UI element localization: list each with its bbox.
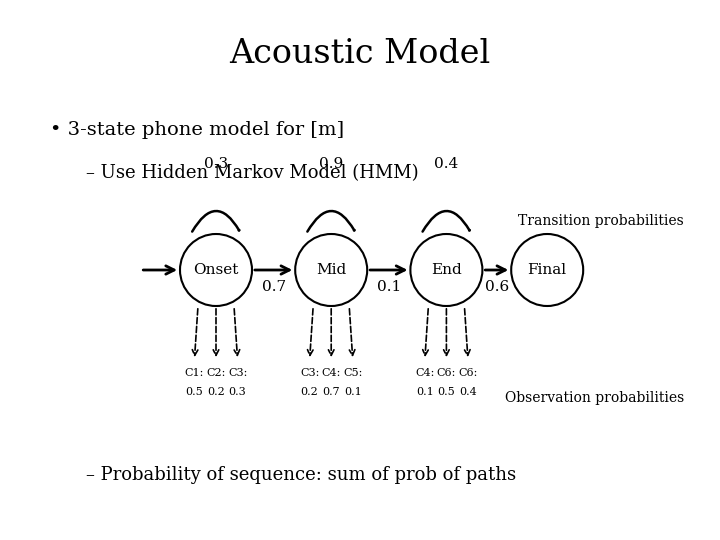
Text: C3:: C3: bbox=[228, 368, 247, 378]
Text: 0.2: 0.2 bbox=[207, 387, 225, 397]
Ellipse shape bbox=[295, 234, 367, 306]
Text: Transition probabilities: Transition probabilities bbox=[518, 213, 684, 227]
Text: – Probability of sequence: sum of prob of paths: – Probability of sequence: sum of prob o… bbox=[86, 466, 516, 484]
Text: C3:: C3: bbox=[300, 368, 319, 378]
Text: 0.2: 0.2 bbox=[301, 387, 318, 397]
Text: 0.7: 0.7 bbox=[323, 387, 340, 397]
Text: C4:: C4: bbox=[322, 368, 341, 378]
Text: 0.1: 0.1 bbox=[377, 280, 401, 294]
Text: 0.4: 0.4 bbox=[434, 157, 459, 171]
FancyArrowPatch shape bbox=[307, 211, 354, 232]
FancyArrowPatch shape bbox=[423, 211, 469, 232]
Text: – Use Hidden Markov Model (HMM): – Use Hidden Markov Model (HMM) bbox=[86, 164, 419, 182]
Text: 0.3: 0.3 bbox=[204, 157, 228, 171]
Text: C6:: C6: bbox=[437, 368, 456, 378]
Text: • 3-state phone model for [m]: • 3-state phone model for [m] bbox=[50, 120, 345, 139]
Text: 0.4: 0.4 bbox=[459, 387, 477, 397]
Ellipse shape bbox=[180, 234, 252, 306]
Text: C6:: C6: bbox=[459, 368, 477, 378]
Text: 0.5: 0.5 bbox=[186, 387, 203, 397]
Text: Onset: Onset bbox=[193, 263, 239, 277]
Text: C4:: C4: bbox=[415, 368, 434, 378]
Text: 0.6: 0.6 bbox=[485, 280, 509, 294]
Ellipse shape bbox=[410, 234, 482, 306]
Text: 0.3: 0.3 bbox=[229, 387, 246, 397]
Text: 0.5: 0.5 bbox=[438, 387, 455, 397]
Text: 0.1: 0.1 bbox=[344, 387, 361, 397]
Text: 0.7: 0.7 bbox=[261, 280, 286, 294]
Text: C5:: C5: bbox=[343, 368, 362, 378]
Ellipse shape bbox=[511, 234, 583, 306]
Text: C2:: C2: bbox=[207, 368, 225, 378]
Text: Mid: Mid bbox=[316, 263, 346, 277]
Text: Acoustic Model: Acoustic Model bbox=[230, 38, 490, 70]
Text: 0.9: 0.9 bbox=[319, 157, 343, 171]
Text: Final: Final bbox=[528, 263, 567, 277]
Text: 0.1: 0.1 bbox=[416, 387, 433, 397]
Text: Observation probabilities: Observation probabilities bbox=[505, 391, 684, 405]
Text: C1:: C1: bbox=[185, 368, 204, 378]
FancyArrowPatch shape bbox=[192, 211, 239, 232]
Text: End: End bbox=[431, 263, 462, 277]
